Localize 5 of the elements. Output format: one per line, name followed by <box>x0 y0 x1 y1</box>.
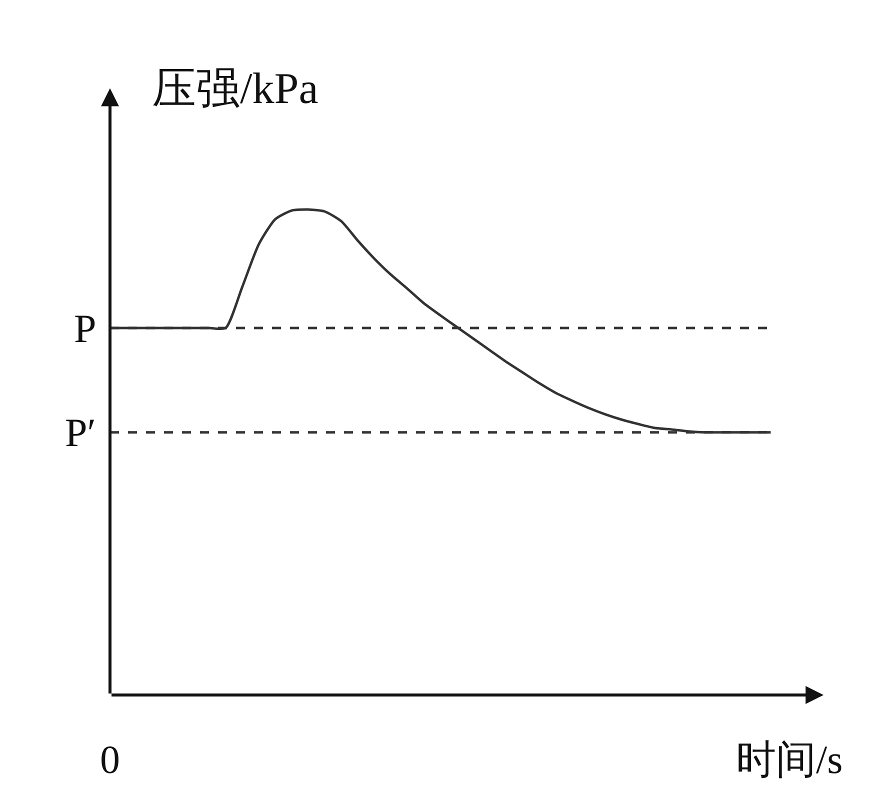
y-axis-title: 压强/kPa <box>152 64 318 113</box>
text: 0 <box>100 737 120 782</box>
ref-line-label: P <box>74 306 96 351</box>
ref-line-label: P′ <box>65 410 96 455</box>
x-axis-title: 时间/s <box>736 737 843 782</box>
